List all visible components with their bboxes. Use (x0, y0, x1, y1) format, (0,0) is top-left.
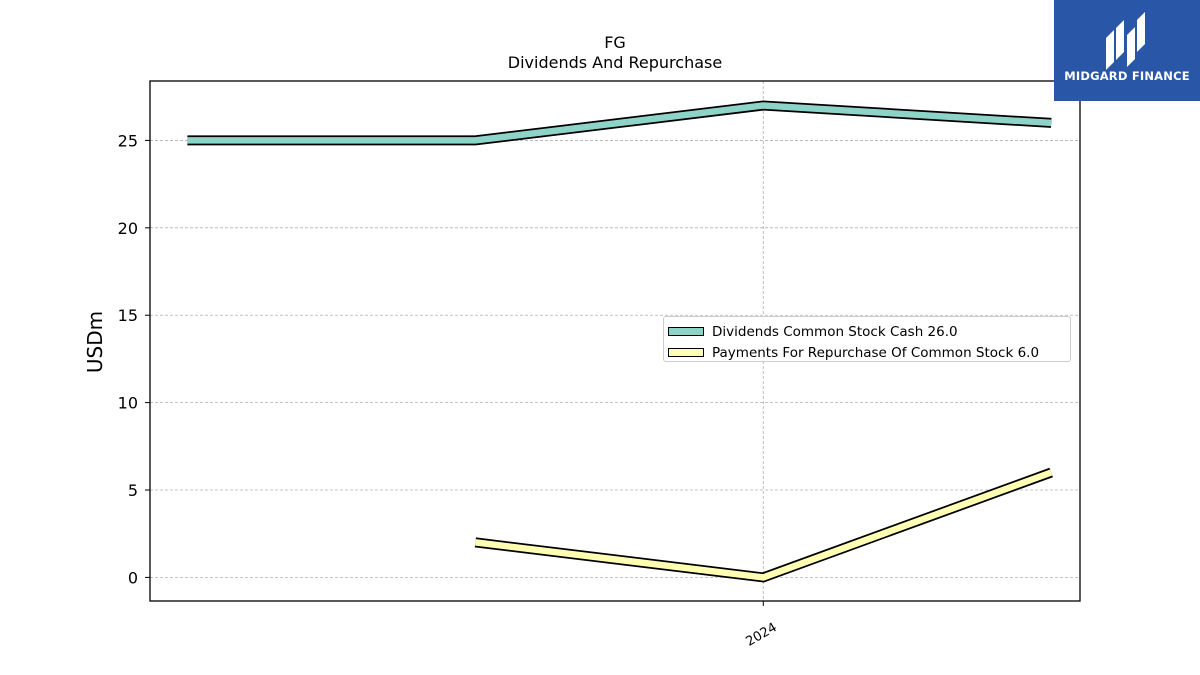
y-axis-label: USDm (83, 310, 107, 374)
logo-text: MIDGARD FINANCE (1064, 69, 1190, 83)
brand-logo: MIDGARD FINANCE (1054, 0, 1200, 101)
legend-swatch-repurchase (668, 348, 704, 357)
series-line-repurchase (475, 469, 1053, 581)
logo-mark-icon (1106, 12, 1145, 70)
y-tick-label: 5 (128, 481, 138, 500)
chart-subtitle: Dividends And Repurchase (507, 53, 723, 72)
legend-item-repurchase: Payments For Repurchase Of Common Stock … (666, 342, 1070, 363)
legend-item-dividends: Dividends Common Stock Cash 26.0 (666, 321, 1070, 342)
y-tick-label: 20 (118, 219, 138, 238)
y-tick-label: 10 (118, 394, 138, 413)
chart-title: FG (604, 33, 626, 52)
series-line-dividends (187, 102, 1052, 144)
y-tick-label: 15 (118, 306, 138, 325)
legend-label-dividends: Dividends Common Stock Cash 26.0 (712, 323, 958, 340)
x-tick-label: 2024 (743, 620, 779, 650)
series-layer (187, 100, 1053, 583)
legend-label-repurchase: Payments For Repurchase Of Common Stock … (712, 344, 1040, 361)
y-tick-label: 0 (128, 568, 138, 587)
y-tick-label: 25 (118, 131, 138, 150)
legend: Dividends Common Stock Cash 26.0 Payment… (663, 316, 1071, 362)
legend-swatch-dividends (668, 327, 704, 336)
plot-frame (149, 80, 1081, 602)
